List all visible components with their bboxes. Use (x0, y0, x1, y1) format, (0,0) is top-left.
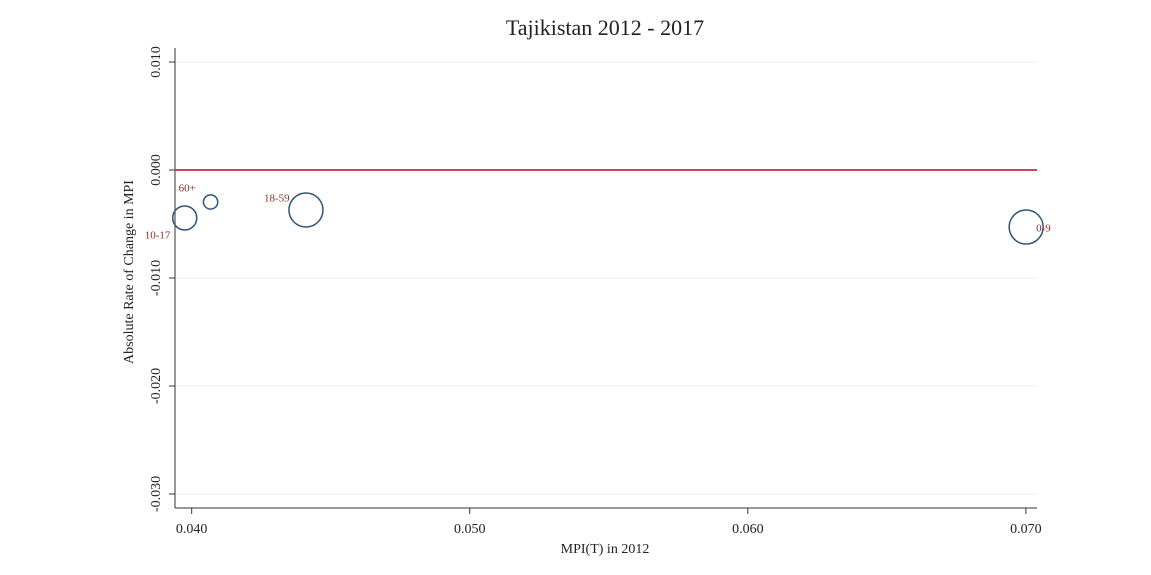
marker-label: 0-9 (1036, 223, 1051, 235)
x-tick-label: 0.070 (1010, 522, 1042, 537)
bubble (288, 192, 324, 228)
y-tick-label: 0.010 (149, 46, 164, 78)
x-tick-label: 0.060 (732, 522, 764, 537)
y-axis-title: Absolute Rate of Change in MPI (122, 180, 137, 364)
marker-label: 10-17 (145, 229, 171, 241)
chart-title: Tajikistan 2012 - 2017 (506, 15, 704, 40)
x-tick-label: 0.050 (454, 522, 486, 537)
marker-label: 18-59 (264, 193, 290, 205)
y-tick-label: -0.020 (149, 368, 164, 404)
x-axis-title: MPI(T) in 2012 (561, 542, 650, 557)
y-tick-label: -0.010 (149, 260, 164, 296)
bubble (171, 205, 198, 231)
marker-label: 60+ (179, 183, 196, 195)
bubble (1008, 209, 1044, 245)
y-tick-label: 0.000 (149, 154, 164, 186)
y-tick-label: -0.030 (149, 476, 164, 512)
bubble (202, 194, 219, 210)
x-tick-label: 0.040 (176, 522, 208, 537)
